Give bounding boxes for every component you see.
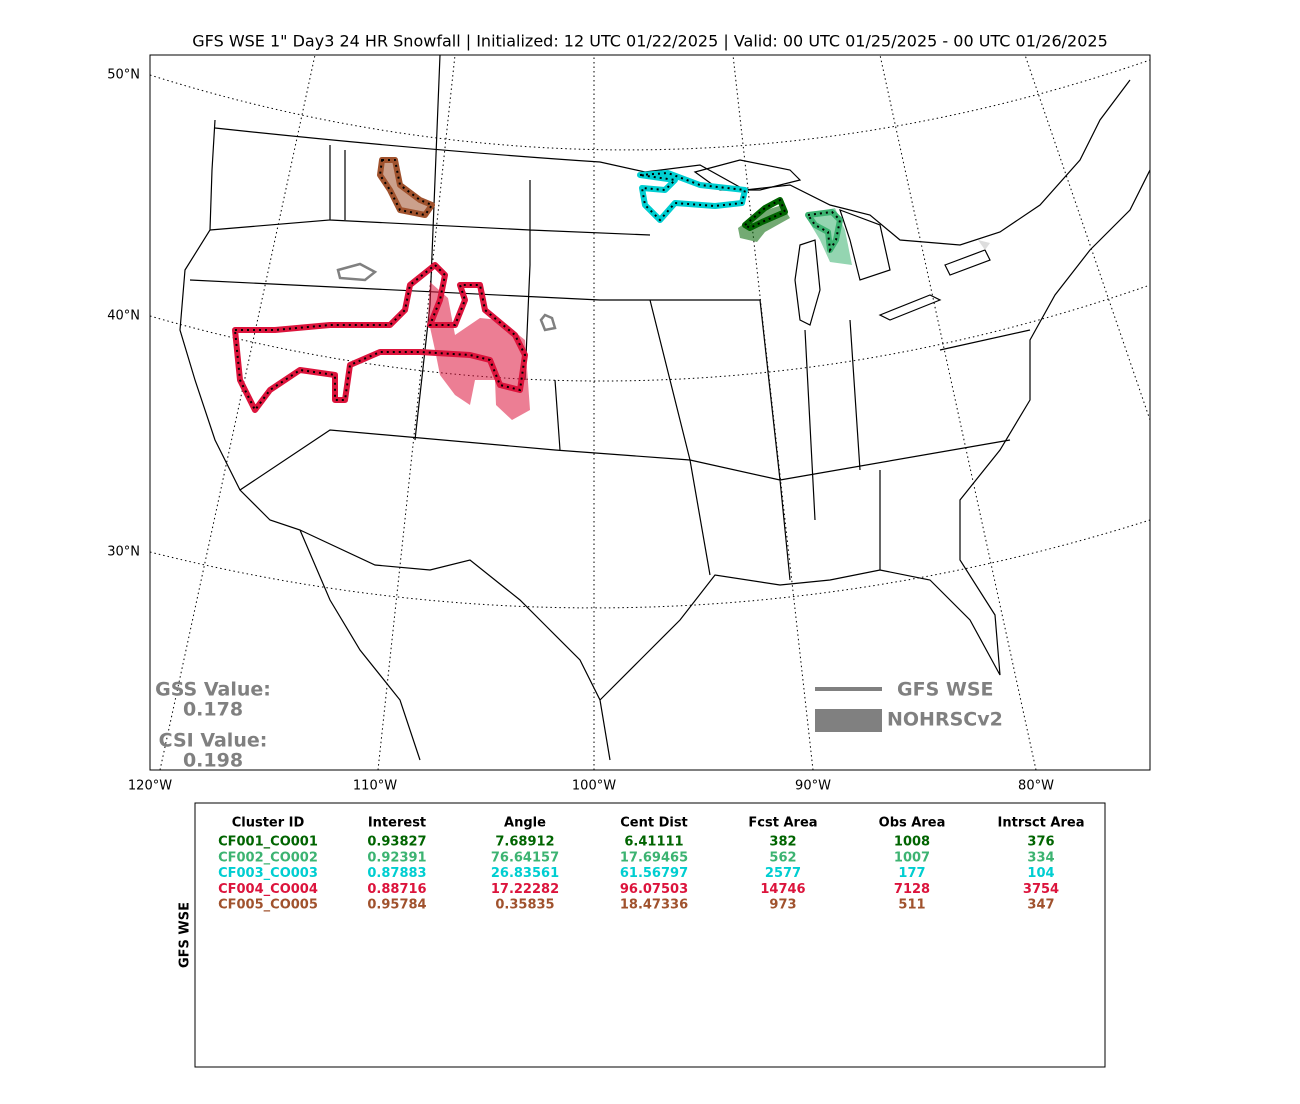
meridian [377, 55, 456, 770]
stat-value: 0.198 [183, 750, 243, 772]
coastline [179, 119, 1150, 761]
stat-label: CSI Value: [159, 730, 268, 752]
column-header: Cluster ID [232, 816, 305, 831]
table-cell: 0.92391 [367, 850, 426, 865]
meridian [879, 55, 1037, 770]
meridian [732, 55, 814, 770]
lon-label: 100°W [572, 779, 616, 794]
table-cell: 382 [769, 835, 796, 850]
table-cell: 0.95784 [367, 898, 426, 913]
border [214, 79, 1131, 246]
table-cell: 334 [1027, 850, 1054, 865]
state-lines [189, 55, 1031, 581]
table-cell: 14746 [760, 882, 805, 897]
table-cell: 3754 [1023, 882, 1059, 897]
table-cell: CF003_CO003 [218, 866, 318, 881]
map-frame [149, 54, 1151, 771]
lat-label: 40°N [107, 309, 140, 324]
table-cell: 1007 [894, 850, 930, 865]
table-cell: 0.88716 [367, 882, 426, 897]
legend-swatch [815, 709, 882, 732]
legend-label: NOHRSCv2 [887, 709, 1003, 731]
parallel [150, 284, 1150, 382]
column-header: Intrsct Area [998, 816, 1085, 831]
legend-label: GFS WSE [897, 679, 994, 701]
table-cell: 177 [898, 866, 925, 881]
table-cell: CF002_CO002 [218, 850, 318, 865]
lon-label: 80°W [1018, 779, 1054, 794]
observed-object [978, 240, 990, 250]
column-header: Obs Area [879, 816, 946, 831]
column-header: Cent Dist [620, 816, 688, 831]
table-cell: 562 [769, 850, 796, 865]
lon-label: 120°W [128, 779, 172, 794]
forecast-object [742, 197, 788, 231]
table-cell: 18.47336 [620, 898, 688, 913]
lon-label: 90°W [795, 779, 831, 794]
parallel [150, 519, 1150, 609]
meridian [1024, 55, 1150, 421]
table-cell: CF005_CO005 [218, 898, 318, 913]
table-cell: 973 [769, 898, 796, 913]
table-cell: 376 [1027, 835, 1054, 850]
table-cell: 104 [1027, 866, 1054, 881]
forecast-object [637, 170, 748, 223]
table-cell: 0.87883 [367, 866, 426, 881]
clusters [232, 157, 852, 420]
table-cell: 76.64157 [491, 850, 559, 865]
table-cell: 0.35835 [495, 898, 554, 913]
forecast-object [336, 262, 557, 332]
forecast-object-dots [378, 159, 434, 217]
table-cell: 61.56797 [620, 866, 688, 881]
map: 50°N 40°N 30°N 120°W 110°W 100°W 90°W 80… [107, 54, 1151, 794]
column-header: Angle [504, 816, 546, 831]
table-cell: 7128 [894, 882, 930, 897]
lat-label: 50°N [107, 68, 140, 83]
table-cell: CF004_CO004 [218, 882, 318, 897]
table-side-label: GFS WSE [178, 902, 193, 968]
table-cell: 7.68912 [495, 835, 554, 850]
lake [693, 159, 991, 326]
forecast-object-dots [233, 263, 527, 412]
stat-label: GSS Value: [155, 679, 271, 701]
column-header: Fcst Area [748, 816, 817, 831]
table-cell: 0.93827 [367, 835, 426, 850]
table-cell: 1008 [894, 835, 930, 850]
table-cell: 17.22282 [491, 882, 559, 897]
column-header: Interest [368, 816, 426, 831]
table-cell: 511 [898, 898, 925, 913]
lat-label: 30°N [107, 545, 140, 560]
parallel [150, 59, 1150, 151]
table-cell: 6.41111 [624, 835, 683, 850]
lon-label: 110°W [353, 779, 397, 794]
table-cell: 96.07503 [620, 882, 688, 897]
table-frame [194, 802, 1106, 1068]
meridian [159, 55, 316, 770]
stat-value: 0.178 [183, 699, 243, 721]
title: GFS WSE 1" Day3 24 HR Snowfall | Initial… [192, 32, 1108, 51]
table-cell: 347 [1027, 898, 1054, 913]
forecast-object-dots [806, 210, 842, 254]
table-cell: 26.83561 [491, 866, 559, 881]
table-cell: 17.69465 [620, 850, 688, 865]
table-cell: 2577 [765, 866, 801, 881]
table: GFS WSE Cluster ID Interest Angle Cent Dist… [178, 802, 1106, 1068]
table-cell: CF001_CO001 [218, 835, 318, 850]
